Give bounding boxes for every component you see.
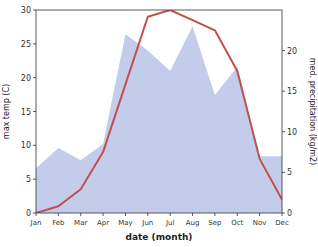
chart: 0 5 10 15 20 25 30 0 5 10 15 20 Jan Feb Mar Apr May Jun Ju… bbox=[0, 0, 318, 247]
x-tick-label: Jul bbox=[165, 219, 175, 227]
x-tick bbox=[282, 213, 283, 216]
y-axis-label: max temp (C) bbox=[2, 84, 11, 139]
x-tick bbox=[214, 213, 215, 216]
x-tick bbox=[125, 213, 126, 216]
y-tick bbox=[33, 145, 36, 146]
y2-tick bbox=[282, 50, 285, 51]
x-tick-label: May bbox=[118, 219, 132, 227]
y-tick-label: 25 bbox=[21, 40, 31, 49]
y-tick bbox=[33, 111, 36, 112]
plot-area bbox=[36, 10, 282, 213]
y2-tick bbox=[282, 91, 285, 92]
y-tick bbox=[33, 10, 36, 11]
x-tick-label: Feb bbox=[52, 219, 65, 227]
x-tick bbox=[58, 213, 59, 216]
y-tick bbox=[33, 213, 36, 214]
y2-axis-label: med. precipitation (kg/m2) bbox=[308, 58, 317, 165]
x-tick-label: Dec bbox=[275, 219, 289, 227]
x-tick bbox=[147, 213, 148, 216]
y-tick-label: 0 bbox=[26, 209, 31, 218]
y2-tick-label: 0 bbox=[287, 209, 292, 218]
temperature-line bbox=[36, 10, 282, 213]
y-tick-label: 15 bbox=[21, 108, 31, 117]
x-tick-label: Aug bbox=[186, 219, 200, 227]
y-tick-label: 30 bbox=[21, 6, 31, 15]
x-tick bbox=[192, 213, 193, 216]
y-tick bbox=[33, 179, 36, 180]
y-tick bbox=[33, 77, 36, 78]
x-tick bbox=[80, 213, 81, 216]
x-tick-label: Mar bbox=[74, 219, 87, 227]
x-tick bbox=[170, 213, 171, 216]
y2-tick-label: 15 bbox=[287, 87, 297, 96]
y2-tick-label: 5 bbox=[287, 168, 292, 177]
x-tick bbox=[103, 213, 104, 216]
precipitation-area bbox=[36, 26, 282, 213]
x-tick bbox=[36, 213, 37, 216]
x-tick bbox=[259, 213, 260, 216]
x-tick-label: Oct bbox=[231, 219, 243, 227]
x-tick-label: Jun bbox=[141, 219, 153, 227]
plot-frame bbox=[36, 10, 282, 213]
x-tick bbox=[237, 213, 238, 216]
y-tick-label: 20 bbox=[21, 74, 31, 83]
y2-tick-label: 20 bbox=[287, 47, 297, 56]
y-tick-label: 5 bbox=[26, 175, 31, 184]
x-axis-label: date (month) bbox=[126, 232, 193, 242]
y2-tick bbox=[282, 131, 285, 132]
x-tick-label: Sep bbox=[208, 219, 222, 227]
x-tick-label: Apr bbox=[97, 219, 109, 227]
y2-tick bbox=[282, 172, 285, 173]
y2-tick bbox=[282, 213, 285, 214]
y-tick-label: 10 bbox=[21, 141, 31, 150]
y-tick bbox=[33, 43, 36, 44]
y2-tick-label: 10 bbox=[287, 128, 297, 137]
x-tick-label: Nov bbox=[253, 219, 267, 227]
x-tick-label: Jan bbox=[30, 219, 42, 227]
background bbox=[0, 0, 318, 247]
